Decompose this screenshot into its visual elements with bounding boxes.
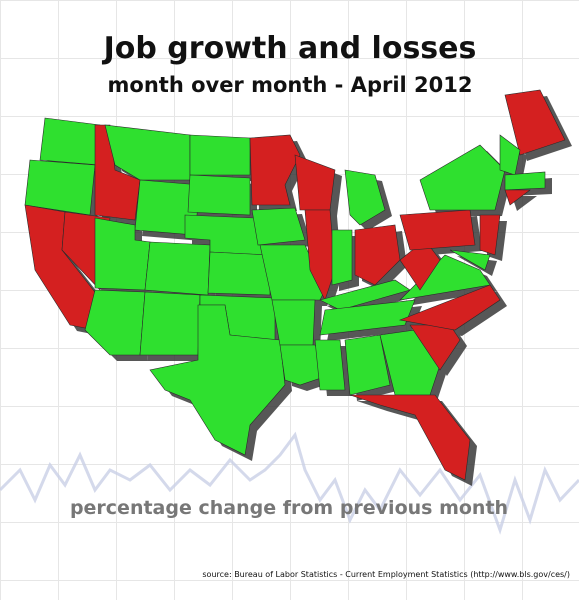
background-wave (0, 431, 579, 535)
state (149, 304, 286, 456)
state (479, 214, 501, 256)
state (398, 284, 501, 331)
state (419, 144, 506, 211)
state (139, 291, 201, 356)
state (449, 249, 491, 271)
state (207, 251, 271, 296)
state (189, 134, 251, 176)
state (84, 289, 146, 356)
state (504, 89, 566, 156)
state (314, 339, 346, 391)
caption: percentage change from previous month (70, 497, 508, 519)
state (331, 229, 353, 286)
state (399, 209, 476, 251)
title: Job growth and losses (102, 31, 477, 66)
subtitle: month over month - April 2012 (108, 73, 473, 97)
state (294, 154, 336, 211)
us-map (24, 89, 566, 481)
state (504, 189, 531, 206)
state-shadow (512, 196, 537, 211)
state (354, 224, 401, 286)
state (187, 174, 251, 216)
state (344, 334, 391, 396)
state (304, 209, 336, 301)
state (104, 124, 191, 181)
source: source: Bureau of Labor Statistics - Cur… (202, 570, 570, 579)
state (504, 171, 546, 191)
state (144, 241, 211, 296)
state (319, 299, 416, 336)
state (349, 394, 471, 481)
state (344, 169, 386, 226)
state (39, 117, 101, 166)
state (251, 207, 306, 246)
state (24, 159, 96, 216)
state (249, 134, 301, 206)
